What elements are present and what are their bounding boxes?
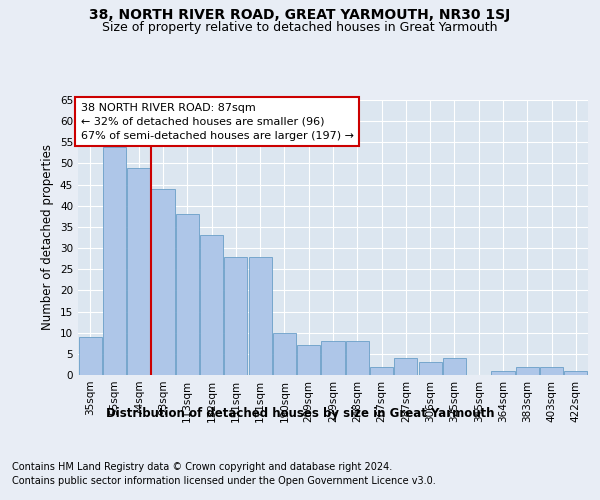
- Bar: [540, 366, 563, 375]
- Bar: [370, 366, 393, 375]
- Bar: [394, 358, 418, 375]
- Bar: [151, 189, 175, 375]
- Bar: [443, 358, 466, 375]
- Bar: [322, 341, 344, 375]
- Bar: [565, 371, 587, 375]
- Bar: [491, 371, 515, 375]
- Bar: [127, 168, 150, 375]
- Bar: [224, 256, 247, 375]
- Bar: [273, 332, 296, 375]
- Bar: [200, 236, 223, 375]
- Bar: [79, 337, 101, 375]
- Bar: [419, 362, 442, 375]
- Text: Distribution of detached houses by size in Great Yarmouth: Distribution of detached houses by size …: [106, 408, 494, 420]
- Text: 38 NORTH RIVER ROAD: 87sqm
← 32% of detached houses are smaller (96)
67% of semi: 38 NORTH RIVER ROAD: 87sqm ← 32% of deta…: [80, 103, 353, 141]
- Bar: [103, 146, 126, 375]
- Bar: [516, 366, 539, 375]
- Text: 38, NORTH RIVER ROAD, GREAT YARMOUTH, NR30 1SJ: 38, NORTH RIVER ROAD, GREAT YARMOUTH, NR…: [89, 8, 511, 22]
- Text: Contains HM Land Registry data © Crown copyright and database right 2024.: Contains HM Land Registry data © Crown c…: [12, 462, 392, 472]
- Bar: [346, 341, 369, 375]
- Bar: [248, 256, 272, 375]
- Text: Size of property relative to detached houses in Great Yarmouth: Size of property relative to detached ho…: [102, 21, 498, 34]
- Text: Contains public sector information licensed under the Open Government Licence v3: Contains public sector information licen…: [12, 476, 436, 486]
- Y-axis label: Number of detached properties: Number of detached properties: [41, 144, 55, 330]
- Bar: [297, 346, 320, 375]
- Bar: [176, 214, 199, 375]
